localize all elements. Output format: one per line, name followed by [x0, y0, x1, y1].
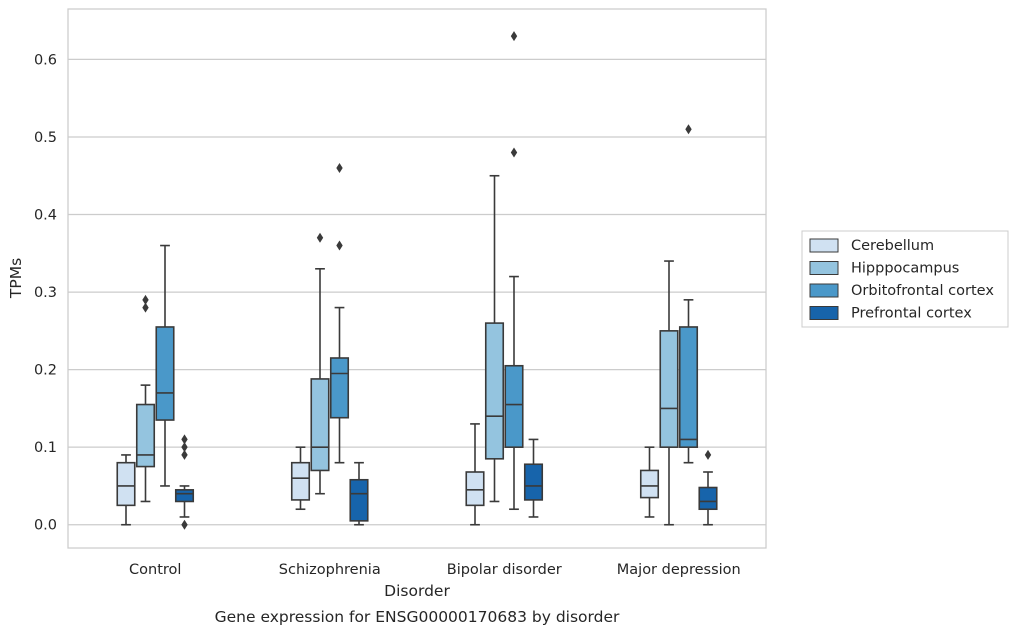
box — [484, 322, 505, 460]
x-tick-labels: Control Schizophrenia Bipolar disorder Majo… — [129, 562, 741, 578]
y-tick-label: 0.6 — [34, 52, 57, 68]
x-axis-label: Disorder — [384, 582, 450, 600]
legend: Cerebellum Hipppocampus Orbitofrontal cort… — [801, 230, 1009, 328]
box-group — [116, 454, 136, 526]
outlier-point — [142, 294, 149, 305]
y-axis-label: TPMs — [7, 258, 25, 299]
outlier-point — [510, 31, 518, 42]
box-group — [698, 449, 718, 526]
outlier-point — [704, 449, 712, 460]
legend-label: Cerebellum — [851, 238, 934, 254]
box — [639, 469, 660, 499]
box — [659, 330, 679, 448]
box-group — [659, 260, 679, 526]
box-group — [155, 244, 175, 487]
grid-lines — [68, 58, 766, 526]
outlier-point — [316, 232, 324, 243]
box-group — [329, 162, 350, 464]
box-group — [484, 174, 505, 503]
y-tick-label: 0.1 — [34, 440, 57, 456]
box — [678, 326, 699, 448]
box-group — [639, 446, 660, 518]
legend-label: Hipppocampus — [851, 261, 959, 277]
box-group — [465, 423, 485, 526]
legend-swatch — [809, 306, 839, 320]
box-group — [349, 461, 369, 526]
legend-swatch — [809, 283, 839, 298]
outlier-point — [685, 124, 692, 135]
box — [310, 378, 330, 472]
y-tick-label: 0.4 — [34, 208, 57, 224]
x-tick-label: Major depression — [617, 562, 741, 578]
box-group — [135, 294, 156, 503]
box — [329, 357, 350, 419]
plot-frame — [67, 8, 767, 549]
y-tick-label: 0.5 — [34, 130, 57, 146]
legend-swatch — [809, 238, 839, 253]
x-tick-label: Schizophrenia — [279, 562, 381, 578]
box — [155, 326, 175, 421]
legend-swatch — [809, 261, 839, 275]
box — [174, 489, 195, 503]
outlier-point — [181, 442, 188, 453]
outlier-point — [181, 434, 188, 445]
y-tick-label: 0.0 — [34, 518, 57, 534]
box — [290, 461, 311, 501]
box-group — [290, 446, 311, 511]
box-group — [678, 124, 699, 464]
legend-label: Prefrontal cortex — [851, 306, 972, 322]
box — [504, 364, 524, 448]
box — [698, 486, 718, 511]
y-tick-labels: 0.0 0.1 0.2 0.3 0.4 0.5 0.6 — [34, 52, 57, 533]
box — [349, 478, 369, 522]
box — [135, 403, 156, 468]
chart-caption: Gene expression for ENSG00000170683 by d… — [215, 608, 620, 626]
legend-label: Orbitofrontal cortex — [851, 283, 994, 299]
x-tick-label: Control — [129, 562, 181, 578]
box-group — [523, 438, 544, 518]
x-tick-label: Bipolar disorder — [447, 562, 562, 578]
outlier-point — [181, 519, 188, 530]
outlier-point — [510, 147, 518, 158]
outlier-point — [336, 240, 343, 251]
y-tick-label: 0.3 — [34, 285, 57, 301]
outlier-point — [181, 449, 188, 460]
boxes — [116, 31, 718, 530]
outlier-point — [336, 162, 343, 173]
outlier-point — [142, 302, 149, 313]
box-group — [310, 232, 330, 495]
box — [523, 463, 544, 501]
box-group — [174, 434, 195, 530]
box — [465, 471, 485, 507]
box-group — [504, 31, 524, 511]
y-tick-label: 0.2 — [34, 363, 57, 379]
box — [116, 461, 136, 507]
